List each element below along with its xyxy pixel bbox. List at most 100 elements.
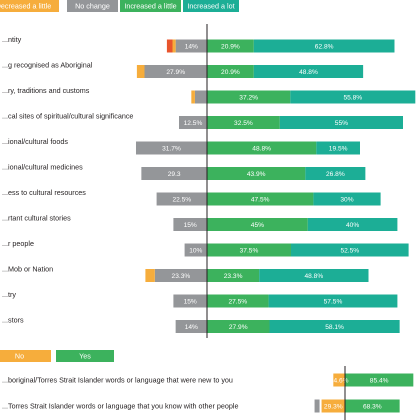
legend-swatch (120, 0, 181, 12)
data-label: 20.9% (221, 69, 240, 76)
category-label: ...stors (2, 316, 24, 325)
bar-no-change (154, 269, 207, 282)
legend-label: No change (75, 2, 110, 11)
category-label: ...ional/cultural foods (2, 137, 68, 146)
category-label: ...ry, traditions and customs (2, 86, 90, 95)
data-label: 19.5% (329, 145, 348, 152)
data-label: 58.1% (325, 324, 344, 331)
bar-increased-a-lot (305, 167, 366, 180)
category-label: ...ional/cultural medicines (2, 163, 83, 172)
data-label: 10% (189, 247, 202, 254)
legend-swatch (0, 0, 59, 12)
bar-yes (345, 399, 400, 413)
bar-increased-a-little (207, 269, 260, 282)
legend-label: No (15, 352, 24, 361)
data-label: 47.5% (251, 196, 270, 203)
bar-increased-a-little (207, 218, 308, 231)
legend-swatch (67, 0, 118, 12)
category-label: ...try (2, 290, 16, 299)
data-label: 14% (185, 324, 198, 331)
data-label: 26.8% (326, 171, 345, 178)
category-label: ...Mob or Nation (2, 265, 53, 274)
category-label: ...r people (2, 239, 34, 248)
bar-increased-a-little (207, 320, 270, 333)
data-label: 55% (335, 120, 348, 127)
bar-increased-a-little (207, 90, 291, 104)
legend-label: Increased a little (124, 2, 176, 11)
bar-increased-a-little (207, 294, 269, 308)
bar-no-change (179, 116, 207, 129)
bar-no-change (144, 65, 207, 78)
data-label: 55.8% (343, 94, 362, 101)
legend-label: Decreased a little (0, 2, 51, 11)
data-label: 15% (184, 298, 197, 305)
category-label: ...Torres Strait Islander words or langu… (2, 402, 239, 411)
bar-increased-a-little (207, 141, 317, 155)
legend-label: Yes (79, 352, 91, 361)
data-label: 27.5% (228, 298, 247, 305)
data-label: 30% (340, 196, 353, 203)
bar-no-change (194, 90, 207, 104)
bar-no-change (173, 294, 207, 308)
bar-decreased-a-little (145, 269, 155, 282)
data-label: 37.5% (240, 247, 259, 254)
data-label: 29.3% (324, 403, 343, 410)
bar-no (333, 373, 345, 387)
category-label: ...rtant cultural stories (2, 214, 71, 223)
data-label: 48.8% (252, 145, 271, 152)
bar-increased-a-lot (268, 294, 398, 308)
data-label: 57.5% (324, 298, 343, 305)
bar-decreased-a-little (136, 65, 145, 78)
data-label: 48.8% (299, 69, 318, 76)
category-label: ...ntity (2, 35, 22, 44)
bar-no-change (156, 192, 207, 206)
bar-increased-a-little (207, 243, 291, 257)
bar-increased-a-little (207, 116, 280, 129)
legend-swatch (183, 0, 239, 12)
bar-increased-a-lot (316, 141, 360, 155)
data-label: 68.3% (363, 403, 382, 410)
bar-decreased-a-little (191, 90, 195, 104)
data-label: 23.3% (172, 273, 191, 280)
bar-no-change (141, 167, 207, 180)
data-label: 20.9% (221, 43, 240, 50)
data-label: 43.9% (247, 171, 266, 178)
bar-no-change (175, 320, 207, 333)
data-label: 40% (346, 222, 359, 229)
category-label: ...boriginal/Torres Strait Islander word… (2, 376, 233, 385)
bar-increased-a-lot (253, 65, 364, 78)
data-label: 12.5% (184, 120, 203, 127)
data-label: 22.5% (172, 196, 191, 203)
bar-no-change (173, 218, 207, 231)
category-label: ...cal sites of spiritual/cultural signi… (2, 112, 133, 121)
data-label: 31.7% (162, 145, 181, 152)
data-label: 52.5% (340, 247, 359, 254)
bar-increased-a-little (207, 192, 314, 206)
bar-decreased-a-little (172, 39, 176, 53)
data-label: 45% (251, 222, 264, 229)
bar-increased-a-little (207, 39, 254, 53)
bar-increased-a-little (207, 167, 306, 180)
bar-increased-a-lot (269, 320, 400, 333)
data-label: 29.3 (168, 171, 181, 178)
category-label: ...ess to cultural resources (2, 188, 86, 197)
bar-no (321, 399, 345, 413)
bar-increased-a-little (207, 65, 254, 78)
legend-label: Increased a lot (187, 2, 234, 11)
data-label: 62.8% (315, 43, 334, 50)
bar-increased-a-lot (313, 192, 381, 206)
data-label: 15% (184, 222, 197, 229)
legend-swatch (56, 350, 114, 362)
bar-increased-a-lot (307, 218, 398, 231)
data-label: 14.6% (330, 377, 349, 384)
bar-no-change (135, 141, 207, 155)
data-label: 37.2% (239, 94, 258, 101)
bar-increased-a-lot (291, 243, 409, 257)
bar-increased-a-lot (290, 90, 416, 104)
data-label: 32.5% (234, 120, 253, 127)
data-label: 27.9% (229, 324, 248, 331)
data-label: 14% (185, 43, 198, 50)
data-label: 48.8% (304, 273, 323, 280)
bar-no-change (184, 243, 207, 257)
